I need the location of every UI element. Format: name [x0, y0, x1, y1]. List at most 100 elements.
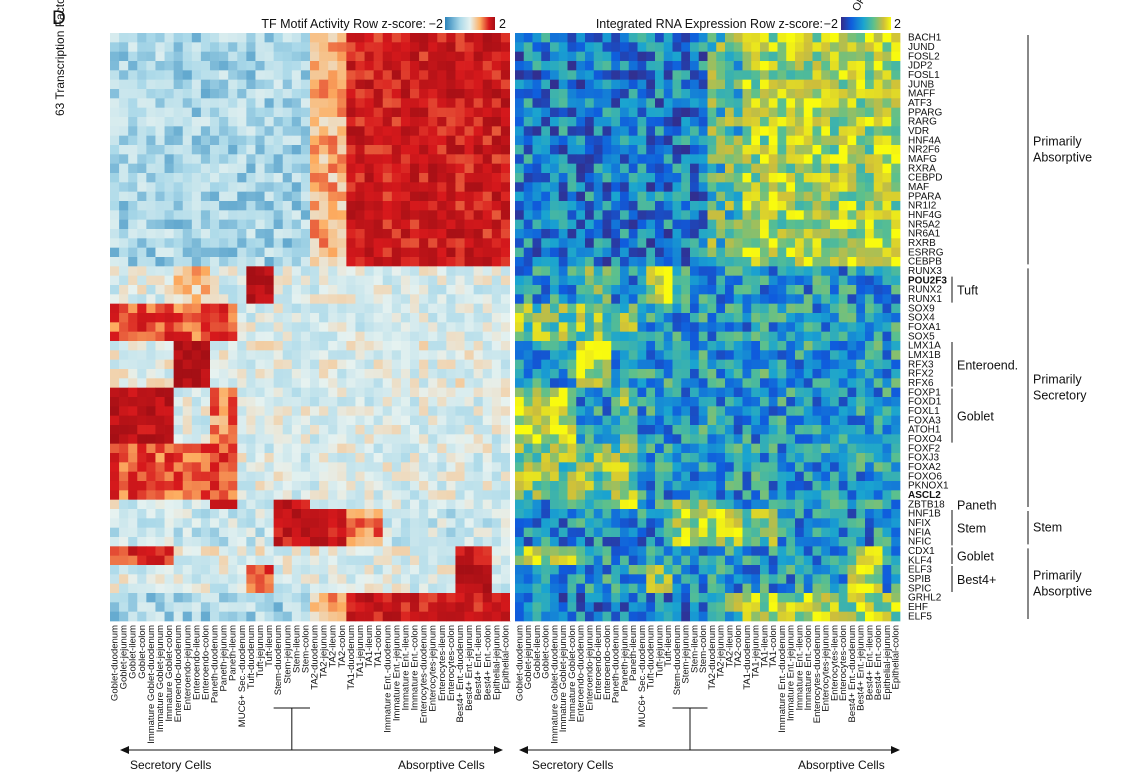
left-heatmap-cell [264, 107, 274, 118]
right-heatmap-cell [716, 397, 726, 407]
left-heatmap-cell [255, 70, 265, 81]
right-heatmap-cell [672, 415, 682, 426]
right-heatmap-cell [611, 331, 621, 342]
right-heatmap-cell [777, 471, 787, 482]
left-heatmap-cell [364, 247, 374, 258]
right-heatmap-cell [768, 33, 778, 43]
left-heatmap-cell [500, 481, 511, 491]
left-heatmap-cell [146, 406, 156, 417]
right-heatmap-cell [655, 285, 665, 295]
right-heatmap-cell [707, 98, 717, 109]
left-heatmap-cell [482, 257, 493, 267]
left-heatmap-cell [137, 191, 147, 202]
right-heatmap-cell [602, 471, 612, 482]
left-heatmap-cell [364, 415, 374, 426]
left-heatmap-cell [400, 387, 411, 398]
right-heatmap-cell [690, 182, 700, 193]
left-heatmap-cell [255, 135, 265, 146]
right-heatmap-cell [663, 210, 673, 221]
right-heatmap-cell [856, 107, 866, 118]
left-heatmap-cell [273, 210, 284, 221]
left-heatmap-cell [391, 182, 402, 193]
right-heatmap-cell [655, 182, 665, 193]
left-heatmap-cell [337, 182, 347, 193]
left-heatmap-cell [191, 593, 202, 603]
left-heatmap-cell [291, 499, 302, 510]
right-heatmap-cell [777, 173, 787, 183]
left-heatmap-cell [446, 89, 456, 99]
right-heatmap-cell [882, 434, 892, 445]
left-heatmap-cell [346, 275, 356, 286]
left-heatmap-cell [391, 70, 402, 81]
left-heatmap-cell [264, 574, 274, 585]
right-heatmap-cell [891, 229, 901, 239]
left-heatmap-cell [310, 303, 320, 314]
left-heatmap-cell [319, 182, 329, 193]
right-heatmap-cell [628, 173, 638, 183]
right-heatmap-cell [672, 126, 682, 137]
right-heatmap-cell [515, 61, 525, 71]
right-heatmap-cell [760, 229, 770, 239]
right-heatmap-cell [768, 126, 778, 137]
left-heatmap-cell [128, 462, 138, 473]
left-heatmap-cell [346, 182, 356, 193]
right-heatmap-cell [725, 443, 735, 454]
left-heatmap-cell [473, 387, 484, 398]
left-heatmap-cell [182, 546, 193, 557]
right-heatmap-cell [576, 443, 586, 454]
left-heatmap-cell [337, 322, 347, 333]
left-heatmap-cell [200, 415, 211, 426]
right-heatmap-cell [760, 378, 770, 389]
left-heatmap-cell [328, 107, 338, 118]
right-heatmap-cell [655, 387, 665, 398]
left-heatmap-cell [219, 453, 229, 463]
right-heatmap-cell [655, 406, 665, 417]
left-heatmap-cell [182, 565, 193, 575]
right-heatmap-cell [803, 210, 813, 221]
left-heatmap-cell [237, 350, 247, 361]
left-heatmap-cell [491, 201, 502, 211]
right-heatmap-cell [602, 341, 612, 351]
left-heatmap-cell [200, 173, 211, 183]
left-heatmap-cell [373, 89, 384, 99]
left-heatmap-cell [137, 425, 147, 435]
left-heatmap-cell [310, 191, 320, 202]
right-heatmap-cell [532, 229, 542, 239]
right-heatmap-cell [795, 219, 805, 230]
left-heatmap-cell [473, 369, 484, 379]
right-heatmap-cell [532, 443, 542, 454]
right-heatmap-cell [873, 135, 883, 146]
right-heatmap-cell [786, 173, 796, 183]
left-heatmap-cell [291, 583, 302, 594]
right-heatmap-cell [681, 313, 691, 323]
left-heatmap-cell [264, 593, 274, 603]
right-heatmap-cell [541, 285, 551, 295]
left-heatmap-cell [446, 331, 456, 342]
right-heatmap-cell [655, 70, 665, 81]
left-heatmap-cell [364, 406, 374, 417]
left-heatmap-cell [282, 117, 293, 127]
right-heatmap-cell [655, 210, 665, 221]
right-heatmap-cell [751, 378, 761, 389]
right-heatmap-cell [637, 33, 647, 43]
right-heatmap-cell [690, 481, 700, 491]
right-heatmap-cell [856, 415, 866, 426]
left-heatmap-cell [319, 415, 329, 426]
left-heatmap-cell [110, 481, 120, 491]
right-heatmap-cell [865, 51, 875, 62]
left-heatmap-cell [246, 369, 256, 379]
right-heatmap-cell [541, 163, 551, 174]
right-heatmap-cell [672, 247, 682, 258]
left-heatmap-cell [191, 266, 202, 277]
right-heatmap-cell [838, 135, 848, 146]
left-heatmap-cell [482, 425, 493, 435]
right-heatmap-cell [830, 257, 840, 267]
left-heatmap-cell [137, 238, 147, 249]
left-colorbar-label: TF Motif Activity Row z-score: [261, 17, 426, 31]
left-heatmap-cell [373, 397, 384, 407]
right-heatmap-cell [873, 471, 883, 482]
left-heatmap-cell [328, 275, 338, 286]
left-heatmap-cell [419, 51, 429, 62]
right-heatmap-cell [550, 406, 560, 417]
left-heatmap-cell [273, 126, 284, 137]
